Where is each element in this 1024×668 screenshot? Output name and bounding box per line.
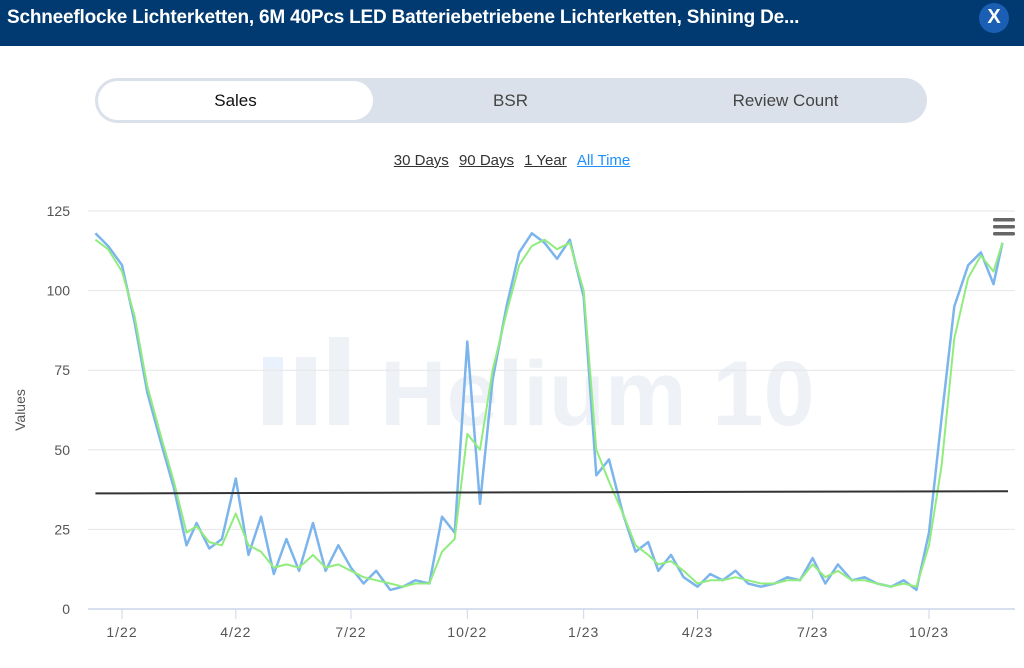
y-tick-label: 0 [62, 601, 70, 617]
x-tick-label: 4/23 [682, 624, 713, 640]
watermark-text: Helium 10 [380, 343, 815, 445]
range-all-time[interactable]: All Time [576, 152, 631, 169]
y-tick-label: 125 [47, 203, 71, 219]
product-title: Schneeflocke Lichterketten, 6M 40Pcs LED… [7, 7, 800, 28]
time-range-selector: 30 Days 90 Days 1 Year All Time [0, 152, 1024, 169]
y-tick-label: 100 [47, 283, 71, 299]
trend-series-line [94, 238, 1004, 588]
hamburger-menu-icon[interactable] [993, 218, 1015, 236]
range-90-days[interactable]: 90 Days [458, 152, 514, 169]
header-bar: Schneeflocke Lichterketten, 6M 40Pcs LED… [0, 0, 1024, 46]
x-tick-label: 7/22 [335, 624, 366, 640]
range-30-days[interactable]: 30 Days [393, 152, 449, 169]
x-tick-label: 10/22 [447, 624, 487, 640]
tab-review-count[interactable]: Review Count [732, 91, 839, 110]
x-tick-label: 1/23 [568, 624, 599, 640]
close-button[interactable]: X [979, 3, 1009, 33]
x-tick-label: 7/23 [797, 624, 828, 640]
helium10-watermark: Helium 10 [263, 337, 815, 445]
y-axis-label: Values [12, 389, 28, 431]
y-tick-label: 75 [54, 362, 70, 378]
x-tick-label: 1/22 [106, 624, 137, 640]
x-tick-label: 4/22 [220, 624, 251, 640]
y-tick-label: 50 [54, 442, 70, 458]
tab-bsr[interactable]: BSR [493, 91, 528, 110]
y-tick-label: 25 [54, 521, 70, 537]
range-1-year[interactable]: 1 Year [524, 152, 567, 169]
average-line [95, 490, 1009, 495]
metric-tabs: Sales BSR Review Count [95, 78, 927, 123]
x-tick-label: 10/23 [909, 624, 949, 640]
tab-sales[interactable]: Sales [98, 81, 373, 120]
